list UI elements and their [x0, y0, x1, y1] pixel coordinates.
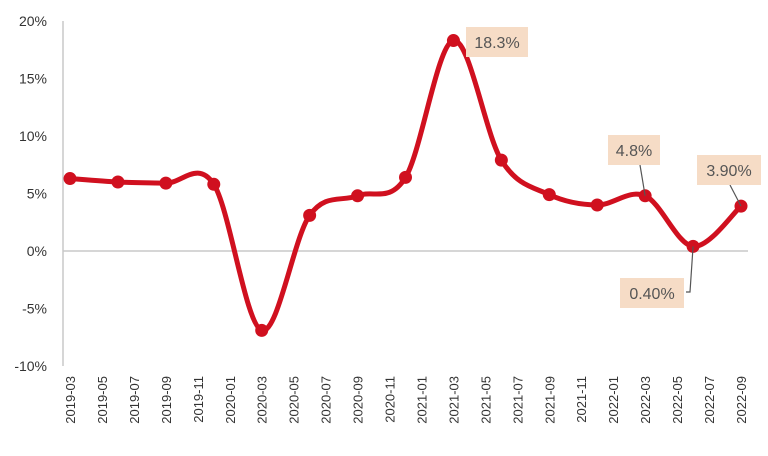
x-tick-label: 2022-07	[702, 376, 717, 424]
x-tick-label: 2022-05	[670, 376, 685, 424]
x-tick-label: 2021-05	[478, 376, 493, 424]
y-tick-label: 10%	[19, 128, 47, 144]
x-tick-label: 2019-05	[95, 376, 110, 424]
callout: 3.90%	[697, 155, 761, 207]
data-point	[399, 170, 412, 184]
callout-box	[466, 27, 528, 57]
callout-leader	[639, 164, 646, 196]
callout: 4.8%	[608, 135, 660, 196]
x-tick-label: 2022-01	[606, 376, 621, 424]
x-tick-label: 2019-07	[127, 376, 142, 424]
y-tick-label: 15%	[19, 71, 47, 87]
y-tick-label: 20%	[19, 13, 47, 29]
data-point	[590, 198, 604, 212]
callout-box	[697, 155, 761, 185]
x-tick-label: 2020-03	[255, 376, 270, 424]
data-point	[446, 34, 460, 48]
x-tick-label: 2021-09	[542, 376, 557, 424]
callout-label: 3.90%	[706, 163, 751, 180]
callout-label: 4.8%	[616, 143, 652, 160]
x-tick-label: 2019-03	[63, 376, 78, 424]
data-point	[542, 188, 556, 202]
callout-label: 0.40%	[629, 286, 674, 303]
x-tick-label: 2020-05	[287, 376, 302, 424]
data-point	[303, 208, 317, 222]
callout: 18.3%	[466, 27, 528, 57]
data-point	[159, 176, 173, 190]
callout-leader	[729, 184, 742, 207]
y-tick-label: -10%	[14, 358, 47, 374]
callout-box	[620, 278, 684, 308]
data-point	[351, 189, 365, 203]
y-axis-tick-labels: 20% 15% 10% 5% 0% -5% -10%	[14, 13, 47, 374]
x-tick-label: 2019-09	[159, 376, 174, 424]
callouts: 18.3% 4.8% 0.40% 3.90%	[466, 27, 761, 308]
x-tick-label: 2021-01	[414, 376, 429, 424]
y-tick-label: 5%	[27, 186, 47, 202]
y-tick-label: 0%	[27, 243, 47, 259]
data-point	[494, 153, 508, 167]
data-point	[111, 175, 125, 189]
x-tick-label: 2020-01	[223, 376, 238, 424]
y-tick-label: -5%	[22, 301, 47, 317]
x-tick-label: 2021-03	[446, 376, 461, 424]
data-point	[63, 172, 77, 186]
x-tick-label: 2022-03	[638, 376, 653, 424]
x-tick-label: 2021-07	[510, 376, 525, 424]
callout-label: 18.3%	[474, 35, 519, 52]
data-points	[63, 34, 748, 337]
x-tick-label: 2020-07	[319, 376, 334, 424]
callout: 0.40%	[620, 246, 694, 308]
data-point	[207, 177, 221, 191]
x-tick-label: 2020-09	[351, 376, 366, 424]
x-tick-label: 2022-09	[734, 376, 749, 424]
x-tick-label: 2020-11	[383, 376, 398, 423]
callout-leader	[686, 246, 694, 293]
x-tick-label: 2019-11	[191, 376, 206, 423]
callout-box	[608, 135, 660, 165]
x-tick-label: 2021-11	[574, 376, 589, 423]
data-point	[255, 323, 269, 337]
x-axis-tick-labels: 2019-03 2019-05 2019-07 2019-09 2019-11 2020-…	[63, 376, 749, 424]
